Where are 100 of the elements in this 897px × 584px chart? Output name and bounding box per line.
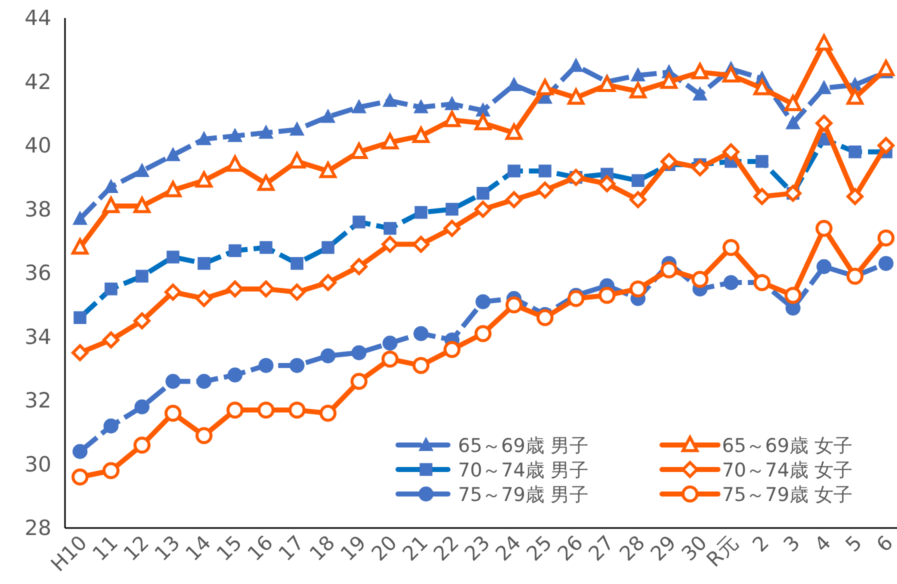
y-tick-label: 42: [24, 70, 52, 94]
point: [692, 270, 708, 288]
point: [878, 229, 894, 246]
point: [134, 162, 150, 177]
point: [134, 312, 150, 330]
point: [164, 284, 182, 301]
point: [134, 196, 150, 214]
point: [568, 58, 584, 72]
point: [444, 110, 460, 128]
legend-label: 75～79歳 女子: [722, 484, 852, 506]
point: [816, 259, 832, 274]
point: [444, 220, 460, 237]
x-tick-label: 3: [778, 530, 805, 557]
point: [320, 404, 336, 422]
point: [258, 402, 274, 419]
point: [320, 274, 336, 292]
legend-label: 65～69歳 女子: [722, 435, 852, 457]
point: [630, 280, 646, 298]
point: [102, 196, 120, 214]
point: [72, 210, 88, 225]
point: [166, 146, 180, 162]
point: [474, 325, 492, 342]
point: [382, 336, 398, 351]
point: [164, 180, 182, 198]
point: [382, 92, 398, 107]
point: [226, 280, 244, 298]
point: [568, 290, 584, 307]
point: [196, 290, 212, 307]
point: [290, 121, 304, 136]
point: [134, 436, 150, 454]
point: [164, 404, 182, 422]
point: [288, 402, 306, 419]
point: [414, 99, 428, 114]
point: [166, 374, 180, 389]
point: [104, 178, 118, 193]
point: [722, 239, 740, 256]
point: [226, 402, 244, 419]
point: [506, 191, 522, 208]
point: [660, 72, 678, 89]
point: [692, 86, 708, 100]
point: [598, 286, 616, 304]
y-tick-label: 40: [24, 134, 52, 158]
point: [288, 152, 306, 169]
point: [816, 114, 832, 132]
x-tick-label: 4: [810, 530, 836, 557]
point: [412, 236, 430, 253]
x-tick-label: 5: [840, 530, 867, 557]
point: [196, 171, 212, 188]
point: [724, 275, 738, 290]
point: [72, 344, 88, 362]
point: [104, 418, 118, 434]
point: [228, 128, 242, 142]
point: [382, 350, 398, 368]
point: [226, 155, 244, 172]
point: [258, 174, 274, 191]
point: [72, 444, 88, 459]
point: [196, 374, 212, 389]
point: [412, 356, 430, 374]
point: [536, 182, 554, 199]
point: [414, 326, 428, 342]
point: [412, 126, 430, 144]
point: [290, 358, 304, 373]
point: [784, 94, 802, 112]
point: [722, 66, 740, 82]
point: [506, 296, 522, 314]
point: [382, 133, 398, 150]
point: [506, 124, 522, 140]
point: [320, 108, 336, 123]
point: [568, 88, 584, 105]
point: [350, 142, 368, 159]
point: [476, 294, 490, 310]
point: [816, 80, 832, 94]
point: [536, 78, 554, 96]
legend-label: 65～69歳 男子: [458, 435, 588, 457]
y-tick-label: 30: [24, 452, 52, 476]
point: [660, 261, 678, 278]
point: [102, 462, 120, 480]
point: [598, 175, 616, 192]
point: [228, 368, 242, 382]
point: [846, 88, 864, 105]
point: [196, 130, 212, 146]
point: [630, 82, 646, 98]
point: [102, 331, 120, 348]
point: [878, 60, 894, 76]
point: [352, 99, 366, 114]
point: [816, 34, 832, 51]
y-tick-label: 38: [24, 197, 52, 222]
point: [350, 372, 368, 390]
point: [692, 159, 708, 176]
point: [72, 468, 88, 486]
point: [786, 114, 800, 130]
point: [846, 188, 864, 205]
point: [660, 152, 678, 170]
point: [72, 238, 88, 255]
point: [350, 258, 368, 276]
y-tick-label: 28: [24, 516, 52, 540]
point: [474, 114, 492, 130]
point: [816, 220, 832, 237]
point: [320, 348, 336, 364]
y-tick-label: 44: [24, 6, 52, 30]
